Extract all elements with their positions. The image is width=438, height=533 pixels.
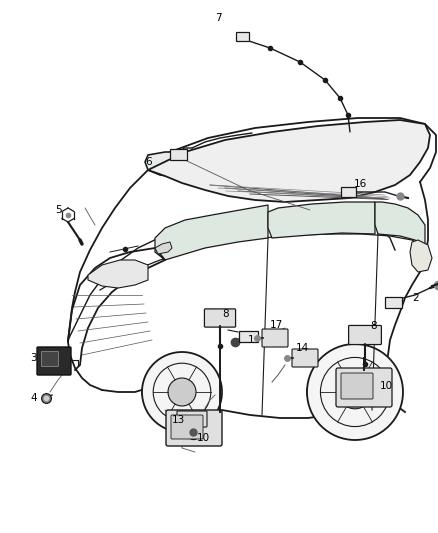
FancyBboxPatch shape xyxy=(262,329,288,347)
Polygon shape xyxy=(375,202,425,248)
Polygon shape xyxy=(155,205,268,260)
FancyBboxPatch shape xyxy=(340,187,356,197)
Polygon shape xyxy=(148,120,430,202)
Text: 16: 16 xyxy=(354,179,367,189)
FancyBboxPatch shape xyxy=(171,415,203,439)
Text: 10: 10 xyxy=(380,381,393,391)
Text: 8: 8 xyxy=(370,321,377,331)
Text: 17: 17 xyxy=(270,320,283,330)
FancyBboxPatch shape xyxy=(166,410,222,446)
FancyBboxPatch shape xyxy=(239,330,258,342)
FancyBboxPatch shape xyxy=(341,373,373,399)
Polygon shape xyxy=(155,242,172,254)
Polygon shape xyxy=(268,202,375,238)
Text: 5: 5 xyxy=(55,205,62,215)
Circle shape xyxy=(168,378,196,406)
Polygon shape xyxy=(145,152,265,180)
Text: 10: 10 xyxy=(197,433,210,443)
Text: 4: 4 xyxy=(30,393,37,403)
FancyBboxPatch shape xyxy=(170,149,187,159)
Text: 3: 3 xyxy=(30,353,37,363)
FancyBboxPatch shape xyxy=(205,309,236,327)
FancyBboxPatch shape xyxy=(385,296,402,308)
Circle shape xyxy=(338,375,372,409)
Text: 7: 7 xyxy=(215,13,222,23)
Circle shape xyxy=(307,344,403,440)
FancyBboxPatch shape xyxy=(336,368,392,407)
Text: 2: 2 xyxy=(412,293,419,303)
Text: 6: 6 xyxy=(145,157,152,167)
Polygon shape xyxy=(88,260,148,288)
FancyBboxPatch shape xyxy=(42,351,59,367)
FancyBboxPatch shape xyxy=(292,349,318,367)
FancyBboxPatch shape xyxy=(236,31,248,41)
Text: 8: 8 xyxy=(222,309,229,319)
Polygon shape xyxy=(410,240,432,272)
Text: 1: 1 xyxy=(248,335,254,345)
FancyBboxPatch shape xyxy=(177,411,207,427)
FancyBboxPatch shape xyxy=(37,347,71,375)
FancyBboxPatch shape xyxy=(349,326,381,344)
Text: 13: 13 xyxy=(172,415,185,425)
Circle shape xyxy=(142,352,222,432)
Text: 14: 14 xyxy=(296,343,309,353)
